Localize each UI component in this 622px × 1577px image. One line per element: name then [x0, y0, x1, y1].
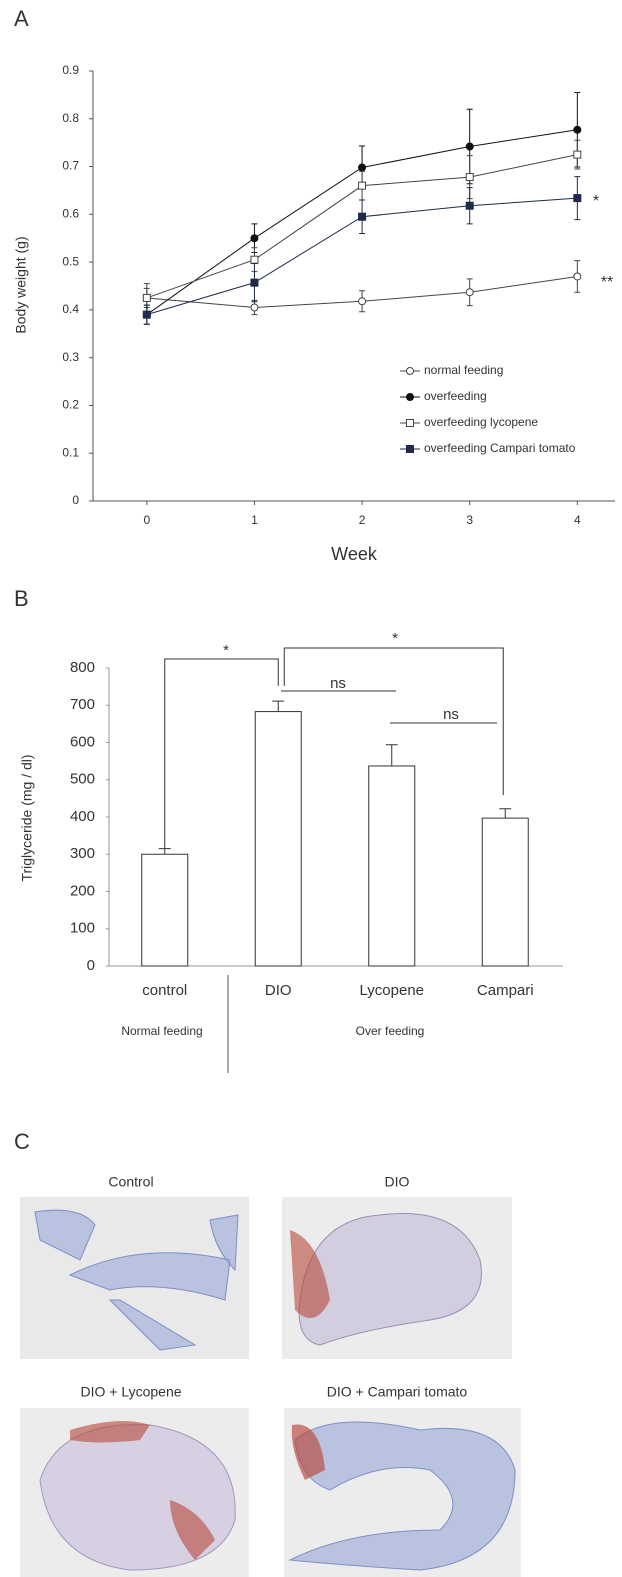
marker — [142, 310, 151, 319]
x-tick-label: control — [142, 982, 187, 999]
error-bar — [499, 808, 512, 819]
significance: ** — [601, 274, 613, 291]
bar — [368, 765, 416, 967]
tissue — [288, 1421, 516, 1571]
marker — [358, 212, 367, 221]
legend-marker — [406, 367, 414, 375]
marker — [573, 150, 582, 159]
lipid-stain — [70, 1421, 215, 1560]
marker — [573, 272, 582, 281]
panel-label: A — [14, 6, 29, 31]
marker — [358, 163, 367, 172]
y-tick-label: 100 — [70, 920, 95, 937]
y-tick-label: 500 — [70, 771, 95, 788]
histology-images — [20, 1197, 521, 1577]
legend-label: overfeeding — [424, 389, 487, 403]
group-label: Over feeding — [356, 1024, 425, 1038]
marker — [465, 288, 474, 297]
marker — [465, 201, 474, 210]
image-title: DIO + Campari tomato — [327, 1384, 468, 1400]
significance: * — [593, 193, 599, 210]
marker — [358, 181, 367, 190]
y-tick-label: 200 — [70, 882, 95, 899]
y-tick-label: 300 — [70, 845, 95, 862]
y-tick-label: 0 — [87, 957, 95, 974]
marker — [250, 303, 259, 312]
y-tick-label: 400 — [70, 808, 95, 825]
error-bar — [158, 848, 171, 855]
significance-bracket — [283, 647, 504, 795]
x-tick-label: 3 — [466, 513, 473, 527]
significance: * — [223, 642, 229, 659]
y-tick-label: 0.1 — [62, 445, 79, 459]
y-tick-label: 0.7 — [62, 159, 79, 173]
legend-label: overfeeding lycopene — [424, 415, 538, 429]
significance: ns — [443, 706, 459, 723]
marker — [358, 297, 367, 306]
significance: * — [392, 630, 398, 647]
error-bar — [385, 744, 398, 766]
marker — [250, 278, 259, 287]
legend-marker — [406, 393, 414, 401]
marker — [250, 234, 259, 243]
y-tick-label: 600 — [70, 733, 95, 750]
x-tick-label: 0 — [143, 513, 150, 527]
x-tick-label: 2 — [359, 513, 366, 527]
panel-label: B — [14, 586, 29, 611]
lipid-stain — [291, 1424, 325, 1480]
x-axis-label: Week — [331, 544, 378, 564]
y-axis-label: Body weight (g) — [13, 236, 29, 333]
y-tick-label: 800 — [70, 659, 95, 676]
tissue — [298, 1212, 482, 1346]
image-title: DIO — [385, 1174, 410, 1190]
x-tick-label: 4 — [574, 513, 581, 527]
marker — [465, 173, 474, 182]
marker — [465, 142, 474, 151]
legend-label: normal feeding — [424, 363, 503, 377]
y-axis-label: Triglyceride (mg / dl) — [19, 754, 35, 881]
marker — [142, 293, 151, 302]
y-tick-label: 0.2 — [62, 398, 79, 412]
y-tick-label: 0 — [72, 493, 79, 507]
panel-label: C — [14, 1129, 30, 1154]
y-tick-label: 0.9 — [62, 63, 79, 77]
x-tick-label: 1 — [251, 513, 258, 527]
y-tick-label: 0.3 — [62, 350, 79, 364]
tissue — [34, 1209, 239, 1351]
y-tick-label: 0.6 — [62, 207, 79, 221]
error-bar — [272, 700, 285, 712]
bar — [254, 711, 302, 967]
legend-marker — [406, 445, 414, 453]
legend-marker — [406, 419, 414, 427]
marker — [250, 255, 259, 264]
legend-label: overfeeding Campari tomato — [424, 441, 576, 455]
marker — [573, 194, 582, 203]
lipid-stain — [290, 1230, 330, 1318]
y-tick-label: 0.8 — [62, 111, 79, 125]
bar — [141, 853, 189, 967]
significance-bracket — [164, 658, 279, 848]
image-title: Control — [108, 1174, 153, 1190]
group-label: Normal feeding — [121, 1024, 202, 1038]
significance: ns — [330, 675, 346, 692]
x-tick-label: DIO — [265, 982, 292, 999]
marker — [573, 125, 582, 134]
x-tick-label: Campari — [477, 982, 534, 999]
y-tick-label: 700 — [70, 696, 95, 713]
image-title: DIO + Lycopene — [80, 1384, 181, 1400]
x-tick-label: Lycopene — [360, 982, 425, 999]
y-tick-label: 0.5 — [62, 254, 79, 268]
y-tick-label: 0.4 — [62, 302, 79, 316]
bar — [481, 817, 529, 967]
